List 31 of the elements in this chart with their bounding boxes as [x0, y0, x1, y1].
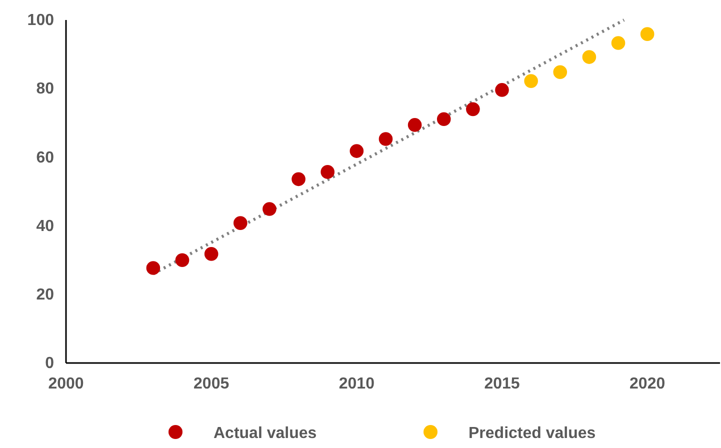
point: [436, 112, 451, 126]
point: [408, 118, 422, 132]
point: [350, 144, 364, 158]
legend-label: Predicted values: [468, 425, 596, 442]
y-tick-label: 60: [36, 149, 54, 166]
x-tick-label: 2015: [484, 375, 520, 392]
x-tick-label: 2010: [338, 375, 375, 392]
point: [146, 261, 160, 275]
point: [495, 83, 509, 97]
y-tick-label: 20: [36, 286, 54, 304]
x-tick-label: 2020: [630, 375, 666, 392]
legend-label: Actual values: [214, 425, 317, 442]
y-tick-label: 80: [36, 80, 54, 98]
point: [611, 36, 626, 50]
point: [640, 27, 654, 41]
point: [262, 202, 276, 216]
point: [204, 247, 218, 261]
x-tick-label: 2005: [194, 375, 230, 392]
point: [292, 172, 306, 186]
x-tick-label: 2000: [48, 375, 84, 392]
point: [175, 253, 190, 267]
point: [524, 74, 538, 88]
point: [233, 216, 248, 230]
point: [320, 165, 335, 179]
point: [553, 65, 568, 80]
y-tick-label: 40: [36, 218, 54, 235]
point: [466, 102, 480, 116]
y-tick-label: 100: [27, 12, 54, 30]
point: [378, 132, 393, 146]
point: [582, 50, 596, 64]
y-tick-label: 0: [45, 355, 54, 372]
